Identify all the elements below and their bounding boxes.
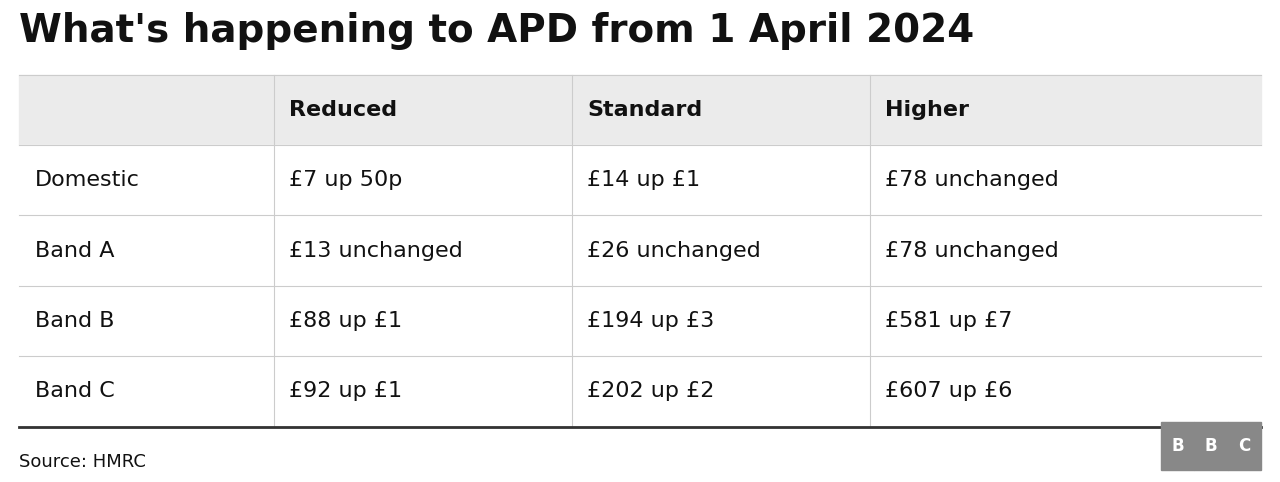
Text: Band B: Band B (35, 311, 114, 331)
Text: Reduced: Reduced (289, 100, 397, 120)
Text: Domestic: Domestic (35, 170, 140, 190)
Text: £607 up £6: £607 up £6 (884, 381, 1012, 402)
Text: £14 up £1: £14 up £1 (588, 170, 700, 190)
Text: £26 unchanged: £26 unchanged (588, 241, 760, 261)
Text: £92 up £1: £92 up £1 (289, 381, 402, 402)
Text: Standard: Standard (588, 100, 703, 120)
Text: Source: HMRC: Source: HMRC (19, 453, 146, 471)
Text: £88 up £1: £88 up £1 (289, 311, 402, 331)
Text: £7 up 50p: £7 up 50p (289, 170, 402, 190)
Text: £78 unchanged: £78 unchanged (884, 170, 1059, 190)
Text: £581 up £7: £581 up £7 (884, 311, 1012, 331)
Text: Band A: Band A (35, 241, 114, 261)
Text: C: C (1238, 437, 1251, 455)
Text: £13 unchanged: £13 unchanged (289, 241, 463, 261)
Text: B: B (1204, 437, 1217, 455)
Text: Band C: Band C (35, 381, 114, 402)
Text: £194 up £3: £194 up £3 (588, 311, 714, 331)
Text: Higher: Higher (884, 100, 969, 120)
Text: What's happening to APD from 1 April 2024: What's happening to APD from 1 April 202… (19, 12, 974, 50)
Text: £202 up £2: £202 up £2 (588, 381, 714, 402)
Text: £78 unchanged: £78 unchanged (884, 241, 1059, 261)
Text: B: B (1171, 437, 1184, 455)
